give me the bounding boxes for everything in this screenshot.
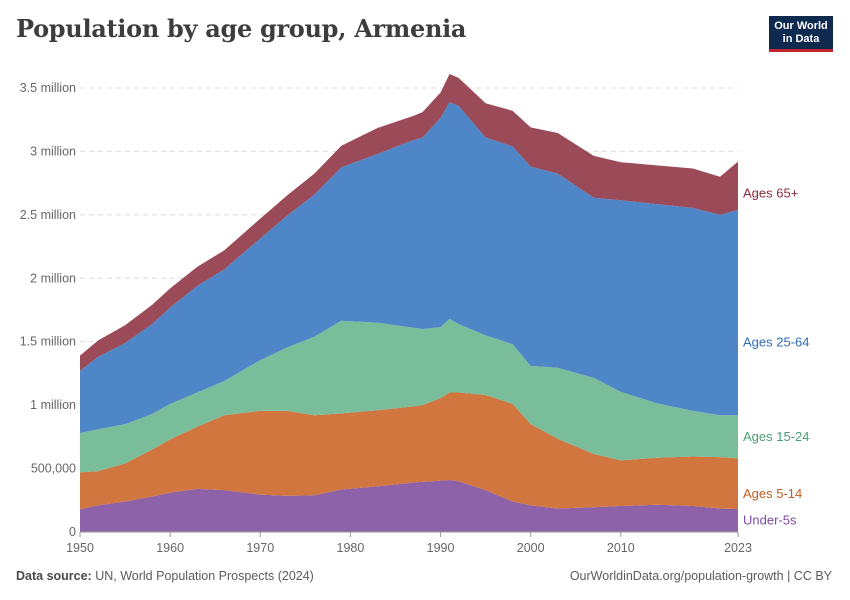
series-label-ages-65: Ages 65+: [743, 186, 798, 201]
source-text: UN, World Population Prospects (2024): [95, 569, 314, 583]
y-tick-label: 3 million: [30, 144, 76, 158]
y-tick-label: 2.5 million: [20, 208, 76, 222]
x-tick-label: 2023: [724, 541, 752, 555]
area-ages-25-64[interactable]: [80, 101, 738, 434]
area-ages-65[interactable]: [80, 74, 738, 371]
x-tick-label: 2000: [517, 541, 545, 555]
area-series: [80, 74, 738, 532]
y-tick-label: 0: [69, 525, 76, 539]
x-tick-label: 1980: [337, 541, 365, 555]
logo-line-2: in Data: [782, 33, 820, 45]
x-tick-label: 1970: [246, 541, 274, 555]
y-tick-label: 1 million: [30, 398, 76, 412]
y-tick-label: 3.5 million: [20, 81, 76, 95]
y-tick-label: 500,000: [31, 462, 76, 476]
x-tick-label: 1990: [427, 541, 455, 555]
series-label-ages-5-14: Ages 5-14: [743, 486, 802, 501]
data-source: Data source: UN, World Population Prospe…: [16, 569, 314, 583]
series-labels: Under-5s Ages 5-14 Ages 15-24 Ages 25-64 Age…: [743, 186, 810, 528]
y-tick-label: 2 million: [30, 271, 76, 285]
x-tick-label: 1960: [156, 541, 184, 555]
x-tick-label: 2010: [607, 541, 635, 555]
source-url-link[interactable]: OurWorldinData.org/population-growth | C…: [569, 569, 832, 583]
series-label-ages-25-64: Ages 25-64: [743, 335, 810, 350]
owid-logo[interactable]: Our World in Data: [769, 16, 833, 52]
stacked-area-chart: 0 500,000 1 million 1.5 million 2 million 2.5…: [20, 74, 810, 555]
y-tick-label: 1.5 million: [20, 335, 76, 349]
area-ages-5-14[interactable]: [80, 392, 738, 510]
series-label-ages-15-24: Ages 15-24: [743, 429, 810, 444]
axes: 0 500,000 1 million 1.5 million 2 million 2.5…: [20, 81, 752, 555]
series-label-under-5s: Under-5s: [743, 513, 797, 528]
logo-line-1: Our World: [774, 20, 828, 32]
chart-title: Population by age group, Armenia: [16, 14, 467, 43]
area-under-5s[interactable]: [80, 479, 738, 532]
source-label: Data source:: [16, 569, 92, 583]
x-tick-label: 1950: [66, 541, 94, 555]
area-ages-15-24[interactable]: [80, 318, 738, 473]
